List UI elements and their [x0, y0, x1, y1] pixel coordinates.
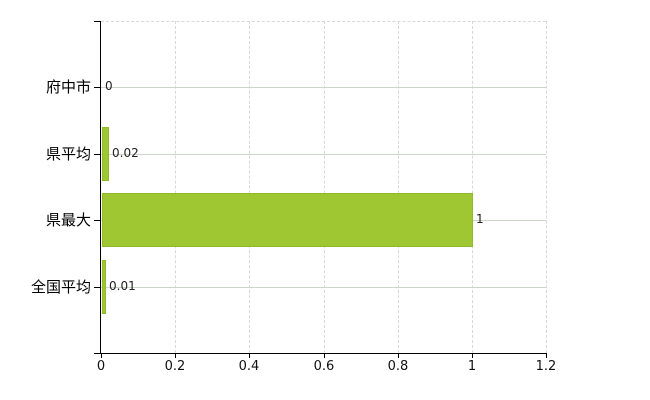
plot-top-border: [101, 21, 546, 22]
x-axis-tick: [546, 353, 547, 358]
x-tick-label: 0.8: [387, 359, 409, 374]
x-axis-tick: [249, 353, 250, 358]
x-tick-label: 0: [96, 359, 106, 374]
category-label: 県最大: [45, 211, 91, 229]
y-axis-tick: [94, 287, 100, 288]
gridline-vertical: [398, 21, 399, 353]
value-label: 1: [476, 212, 484, 226]
gridline-vertical: [175, 21, 176, 353]
x-tick-label: 0.6: [313, 359, 335, 374]
y-axis-top-tick: [94, 21, 100, 22]
y-axis-tick: [94, 154, 100, 155]
category-label: 府中市: [45, 78, 91, 96]
y-axis-tick: [94, 220, 100, 221]
gridline-vertical: [546, 21, 547, 353]
x-axis-tick: [398, 353, 399, 358]
category-label: 県平均: [45, 145, 91, 163]
x-tick-label: 1: [467, 359, 477, 374]
y-axis: [100, 21, 101, 353]
gridline-horizontal: [101, 287, 546, 288]
value-label: 0.01: [109, 279, 136, 293]
gridline-horizontal: [101, 87, 546, 88]
x-axis-tick: [175, 353, 176, 358]
bar: [102, 193, 473, 247]
value-label: 0.02: [112, 146, 139, 160]
gridline-vertical: [472, 21, 473, 353]
x-axis-tick: [472, 353, 473, 358]
x-tick-label: 1.2: [535, 359, 557, 374]
category-label: 全国平均: [30, 278, 91, 296]
value-label: 0: [105, 79, 113, 93]
bar: [102, 260, 106, 314]
x-tick-label: 0.4: [238, 359, 260, 374]
x-axis-tick: [324, 353, 325, 358]
y-axis-tick: [94, 87, 100, 88]
x-tick-label: 0.2: [164, 359, 186, 374]
x-axis-tick: [101, 353, 102, 358]
gridline-horizontal: [101, 154, 546, 155]
gridline-vertical: [249, 21, 250, 353]
x-axis: [94, 353, 546, 354]
gridline-vertical: [324, 21, 325, 353]
bar: [102, 127, 109, 181]
